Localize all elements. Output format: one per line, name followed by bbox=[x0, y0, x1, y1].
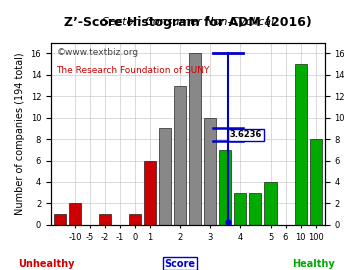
Text: Sector: Consumer Non-Cyclical: Sector: Consumer Non-Cyclical bbox=[102, 17, 274, 27]
Text: Unhealthy: Unhealthy bbox=[19, 259, 75, 269]
Bar bbox=[265, 182, 276, 225]
Bar bbox=[54, 214, 66, 225]
Bar bbox=[249, 193, 261, 225]
Text: Healthy: Healthy bbox=[292, 259, 334, 269]
Bar bbox=[99, 214, 111, 225]
Text: 3.6236: 3.6236 bbox=[230, 130, 262, 139]
Bar bbox=[310, 139, 321, 225]
Text: The Research Foundation of SUNY: The Research Foundation of SUNY bbox=[57, 66, 210, 75]
Bar bbox=[204, 118, 216, 225]
Bar bbox=[69, 203, 81, 225]
Bar bbox=[294, 64, 307, 225]
Bar bbox=[234, 193, 247, 225]
Bar bbox=[174, 86, 186, 225]
Text: Score: Score bbox=[165, 259, 195, 269]
Y-axis label: Number of companies (194 total): Number of companies (194 total) bbox=[15, 52, 25, 215]
Bar bbox=[189, 53, 201, 225]
Bar bbox=[144, 161, 156, 225]
Bar bbox=[129, 214, 141, 225]
Text: ©www.textbiz.org: ©www.textbiz.org bbox=[57, 48, 139, 57]
Title: Z’-Score Histogram for ADM (2016): Z’-Score Histogram for ADM (2016) bbox=[64, 16, 312, 29]
Bar bbox=[159, 129, 171, 225]
Bar bbox=[219, 150, 231, 225]
